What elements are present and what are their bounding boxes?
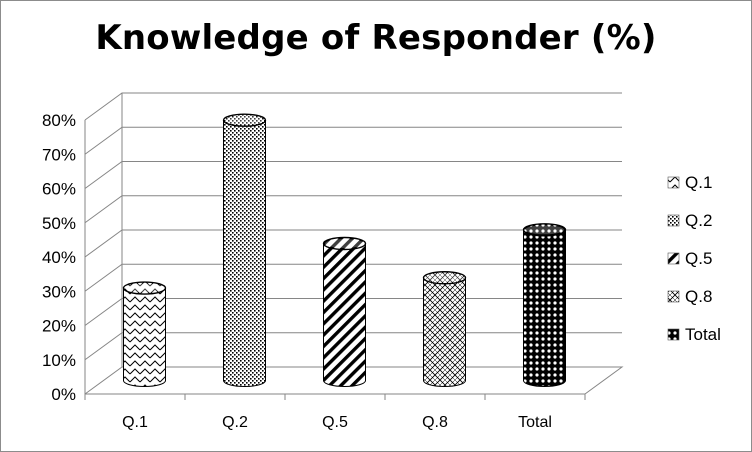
y-tick-label: 50% bbox=[42, 214, 76, 233]
bar-top-shine bbox=[525, 225, 564, 235]
chart-floor bbox=[84, 366, 624, 395]
x-tick-label: Q.5 bbox=[322, 414, 348, 431]
bar-body bbox=[523, 229, 566, 387]
legend-entry: Q.8 bbox=[685, 287, 712, 306]
bar-top bbox=[522, 223, 567, 237]
bar-q-2 bbox=[222, 113, 267, 387]
bar-total bbox=[522, 223, 567, 387]
bar-q-1 bbox=[122, 281, 167, 387]
bar-top bbox=[122, 281, 167, 295]
bar-q-5 bbox=[322, 236, 367, 387]
y-tick-label: 20% bbox=[42, 317, 76, 336]
bar-top bbox=[322, 236, 367, 251]
legend-entry: Total bbox=[685, 325, 721, 344]
legend-swatch bbox=[667, 252, 680, 265]
bar-body bbox=[323, 243, 366, 387]
y-tick-label: 0% bbox=[51, 385, 76, 404]
bar-body bbox=[123, 287, 166, 387]
legend-entry: Q.5 bbox=[685, 249, 712, 268]
legend-entry: Q.2 bbox=[685, 211, 712, 230]
bar-top bbox=[422, 271, 467, 285]
chart-title: Knowledge of Responder (%) bbox=[95, 18, 657, 58]
legend-swatch bbox=[667, 290, 680, 303]
x-tick-label: Q.8 bbox=[422, 414, 448, 431]
bar-top-shine bbox=[325, 239, 364, 248]
gridline bbox=[84, 195, 622, 224]
bar-top-shine bbox=[225, 115, 264, 125]
bar-top-shine bbox=[425, 273, 464, 283]
gridline bbox=[84, 161, 622, 189]
gridline bbox=[84, 126, 622, 155]
bar-q-8 bbox=[422, 271, 467, 387]
bar-top-shine bbox=[125, 283, 164, 293]
gridline bbox=[84, 229, 622, 258]
legend-swatch bbox=[667, 328, 680, 341]
y-tick-label: 30% bbox=[42, 282, 76, 301]
legend-swatch bbox=[667, 176, 680, 189]
x-tick-label: Q.2 bbox=[222, 414, 248, 431]
y-tick-label: 80% bbox=[42, 111, 76, 130]
gridline bbox=[84, 263, 622, 292]
gridline bbox=[84, 92, 622, 121]
legend-swatch bbox=[667, 214, 680, 227]
bar-body bbox=[423, 277, 466, 387]
x-tick-label: Q.1 bbox=[122, 414, 148, 431]
y-tick-label: 40% bbox=[42, 248, 76, 267]
bar-body bbox=[223, 119, 266, 387]
x-tick-label: Total bbox=[518, 414, 552, 431]
legend-entry: Q.1 bbox=[685, 173, 712, 192]
y-tick-label: 70% bbox=[42, 145, 76, 164]
y-tick-label: 10% bbox=[42, 351, 76, 370]
bar-top bbox=[222, 113, 267, 127]
y-tick-label: 60% bbox=[42, 180, 76, 199]
